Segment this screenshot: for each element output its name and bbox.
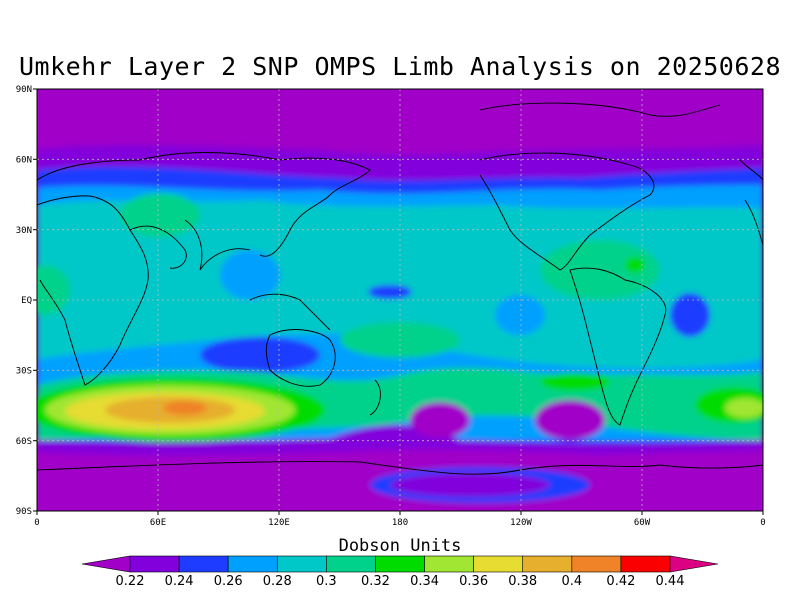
colorbar-tick-label: 0.38 — [508, 574, 537, 589]
colorbar-tick-label: 0.28 — [263, 574, 292, 589]
lat-axis: 90N 60N 30N EQ 30S 60S 90S — [16, 85, 32, 517]
colorbar-tick-label: 0.4 — [561, 574, 582, 589]
lat-tick-label: 30N — [16, 226, 32, 236]
colorbar-swatch — [522, 555, 573, 573]
colorbar-tick-label: 0.42 — [606, 574, 635, 589]
colorbar-arrow-low — [81, 555, 131, 573]
colorbar-tick-label: 0.26 — [214, 574, 243, 589]
colorbar-swatch — [473, 555, 524, 573]
lat-tick-marks — [33, 88, 764, 515]
colorbar-swatch — [620, 555, 671, 573]
colorbar-tick-label: 0.36 — [459, 574, 488, 589]
lon-tick-label: 180 — [392, 518, 408, 528]
colorbar-labels: 0.22 0.24 0.26 0.28 0.3 0.32 0.34 0.36 0.38 0.4 0.… — [116, 574, 685, 589]
colorbar-swatch — [326, 555, 376, 573]
lat-tick-label: 30S — [16, 367, 32, 377]
colorbar — [81, 555, 719, 573]
colorbar-arrow-high — [669, 555, 719, 573]
lon-tick-label: 0 — [34, 518, 39, 528]
colorbar-swatch — [276, 555, 327, 573]
lat-tick-label: EQ — [21, 296, 32, 306]
colorbar-swatch — [129, 555, 180, 573]
lon-tick-label: 60E — [150, 518, 166, 528]
colorbar-swatch — [375, 555, 425, 573]
lon-tick-label: 120E — [268, 518, 290, 528]
coastlines — [37, 102, 763, 475]
colorbar-tick-label: 0.22 — [116, 574, 145, 589]
lon-tick-label: 60W — [634, 518, 651, 528]
colorbar-tick-label: 0.32 — [361, 574, 390, 589]
lon-tick-label: 120W — [510, 518, 532, 528]
colorbar-swatch — [424, 555, 474, 573]
colorbar-tick-label: 0.44 — [656, 574, 685, 589]
lon-tick-label: 0 — [760, 518, 765, 528]
lat-tick-label: 60N — [16, 156, 32, 166]
colorbar-title: Dobson Units — [338, 536, 462, 556]
map-title: Umkehr Layer 2 SNP OMPS Limb Analysis on… — [18, 52, 781, 81]
colorbar-swatch — [571, 555, 622, 573]
colorbar-tick-label: 0.3 — [316, 574, 337, 589]
colorbar-tick-label: 0.34 — [410, 574, 439, 589]
colorbar-swatch — [178, 555, 229, 573]
lon-axis: 0 60E 120E 180 120W 60W 0 — [34, 518, 765, 528]
colorbar-tick-label: 0.24 — [165, 574, 194, 589]
colorbar-swatch — [227, 555, 278, 573]
lat-tick-label: 90S — [16, 507, 32, 517]
lat-tick-label: 90N — [16, 85, 32, 95]
grid-lines — [37, 89, 763, 511]
lat-tick-label: 60S — [16, 437, 32, 447]
